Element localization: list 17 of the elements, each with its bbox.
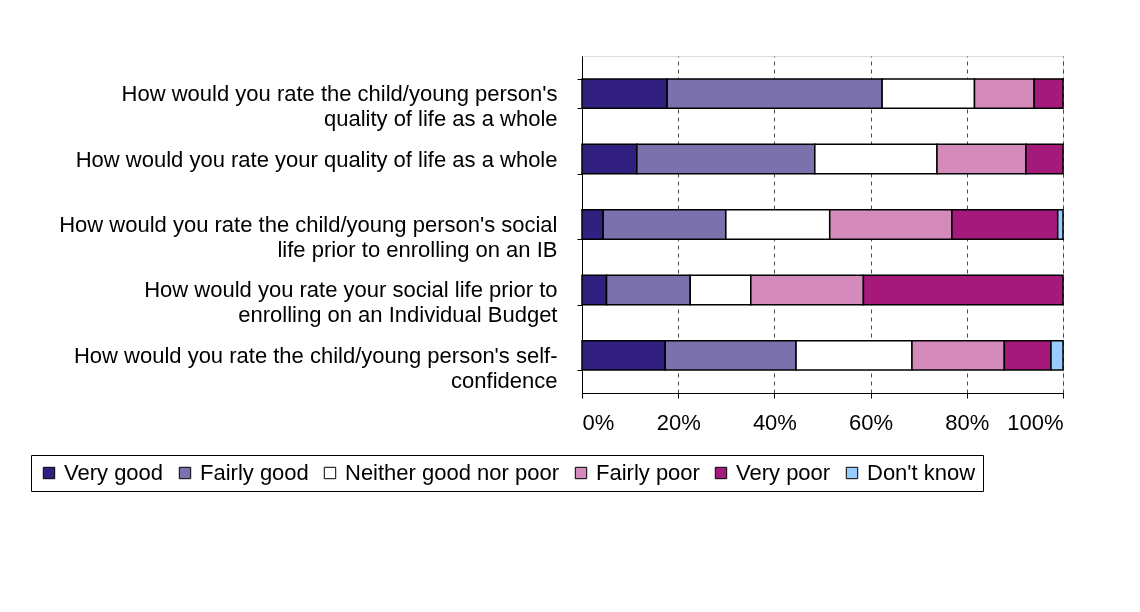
x-tick-label: 80% xyxy=(945,409,990,435)
x-tick-label: 40% xyxy=(752,409,797,435)
y-tick-label: How would you rate the child/young person's self-confidence xyxy=(73,342,558,393)
legend-label: Very good xyxy=(64,460,164,485)
x-tick-label: 0% xyxy=(582,409,615,435)
x-tick-label: 20% xyxy=(656,409,701,435)
y-tick-label: How would you rate your social life prior to enrolling on an Individual Budget xyxy=(144,277,558,328)
legend-label: Very poor xyxy=(736,460,831,485)
y-tick-label: How would you rate your quality of life as a whole xyxy=(75,146,558,172)
x-tick-label: 100% xyxy=(1007,409,1064,435)
legend-label: Neither good nor poor xyxy=(345,460,560,485)
legend-label: Don't know xyxy=(867,460,976,485)
x-tick-label: 60% xyxy=(849,409,894,435)
legend-label: Fairly good xyxy=(200,460,309,485)
y-tick-label: How would you rate the child/young person's social life prior to enrolling on an IB xyxy=(59,212,558,262)
y-tick-label: How would you rate the child/young person's quality of life as a whole xyxy=(121,81,558,132)
legend-label: Fairly poor xyxy=(596,460,700,485)
